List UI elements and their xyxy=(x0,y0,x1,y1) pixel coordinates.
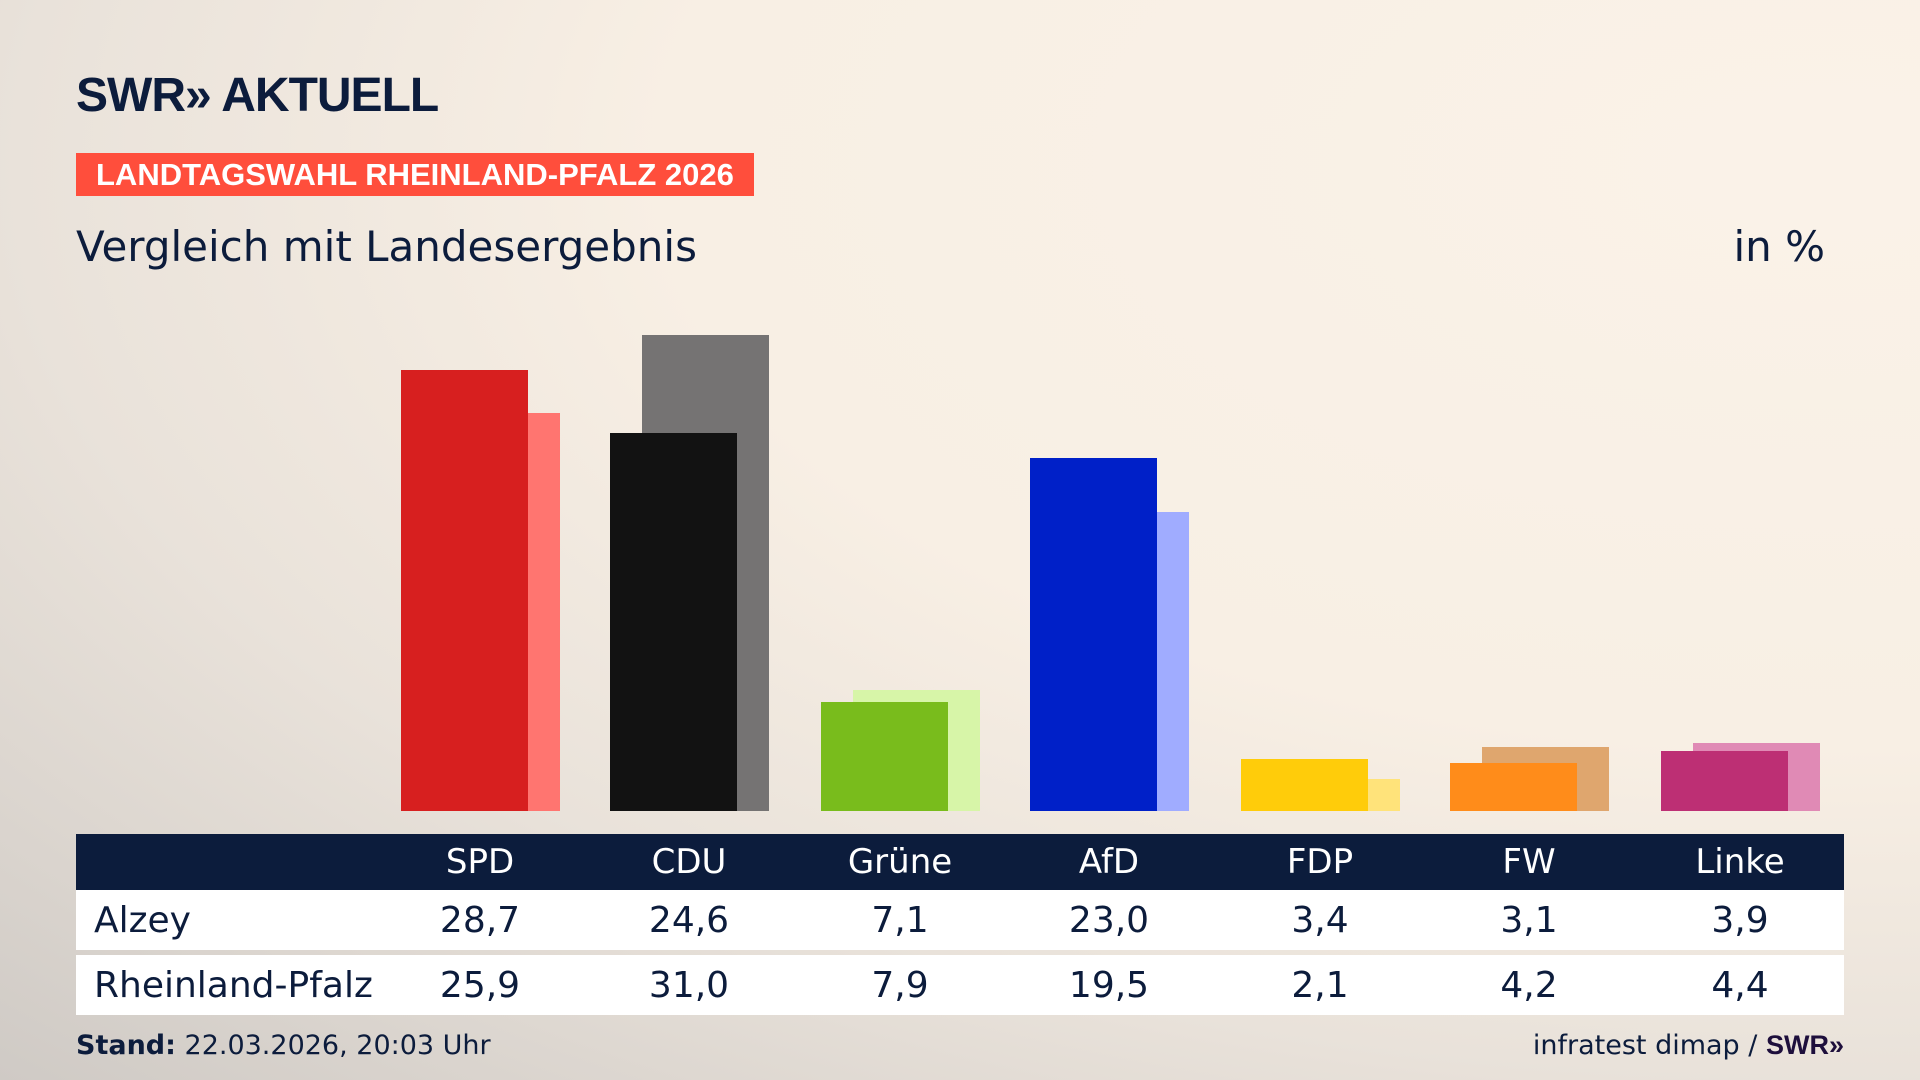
source-text: infratest dimap / xyxy=(1532,1030,1758,1061)
bar-cdu-alzey xyxy=(609,433,737,811)
value-fw: 4,2 xyxy=(1500,964,1558,1006)
value-gruene: 7,9 xyxy=(871,964,929,1006)
column-header-cdu: CDU xyxy=(651,842,727,882)
bar-afd-alzey xyxy=(1029,457,1157,811)
column-header-fdp: FDP xyxy=(1286,842,1354,882)
election-tag: LANDTAGSWAHL RHEINLAND-PFALZ 2026 xyxy=(76,153,754,196)
value-linke: 4,4 xyxy=(1711,964,1769,1006)
value-afd: 23,0 xyxy=(1068,899,1150,941)
column-header-fw: FW xyxy=(1502,842,1556,882)
bar-chart xyxy=(400,335,1820,811)
stand-label: Stand: xyxy=(76,1030,176,1061)
unit-label: in % xyxy=(1733,222,1825,271)
bar-fw-alzey xyxy=(1449,763,1577,811)
table-header: SPD CDU Grüne AfD FDP FW Linke xyxy=(76,834,1844,890)
timestamp: Stand: 22.03.2026, 20:03 Uhr xyxy=(76,1030,491,1061)
bar-gruene-alzey xyxy=(820,702,948,811)
value-fdp: 3,4 xyxy=(1291,899,1349,941)
value-linke: 3,9 xyxy=(1711,899,1769,941)
column-header-spd: SPD xyxy=(445,842,515,882)
value-fdp: 2,1 xyxy=(1291,964,1349,1006)
value-cdu: 31,0 xyxy=(648,964,730,1006)
column-header-afd: AfD xyxy=(1078,842,1140,882)
swr-aktuell-logo: SWR» AKTUELL xyxy=(76,69,439,122)
row-label: Alzey xyxy=(94,899,191,941)
bar-fdp-alzey xyxy=(1240,758,1368,811)
table-row-alzey: Alzey 28,7 24,6 7,1 23,0 3,4 3,1 3,9 xyxy=(76,890,1844,950)
value-afd: 19,5 xyxy=(1068,964,1150,1006)
stand-value: 22.03.2026, 20:03 Uhr xyxy=(184,1030,491,1061)
table-row-rheinland-pfalz: Rheinland-Pfalz 25,9 31,0 7,9 19,5 2,1 4,2 4,4 xyxy=(76,955,1844,1015)
value-cdu: 24,6 xyxy=(648,899,730,941)
bar-spd-alzey xyxy=(400,370,528,811)
chart-title: Vergleich mit Landesergebnis xyxy=(76,222,697,271)
value-spd: 25,9 xyxy=(439,964,521,1006)
source: infratest dimap / SWR» xyxy=(1533,1030,1844,1061)
bar-linke-alzey xyxy=(1660,751,1788,811)
row-label: Rheinland-Pfalz xyxy=(94,964,373,1006)
value-spd: 28,7 xyxy=(439,899,521,941)
column-header-linke: Linke xyxy=(1695,842,1785,882)
value-gruene: 7,1 xyxy=(871,899,929,941)
swr-logo: SWR» xyxy=(1765,1030,1844,1060)
column-header-gruene: Grüne xyxy=(847,842,953,882)
value-fw: 3,1 xyxy=(1500,899,1558,941)
